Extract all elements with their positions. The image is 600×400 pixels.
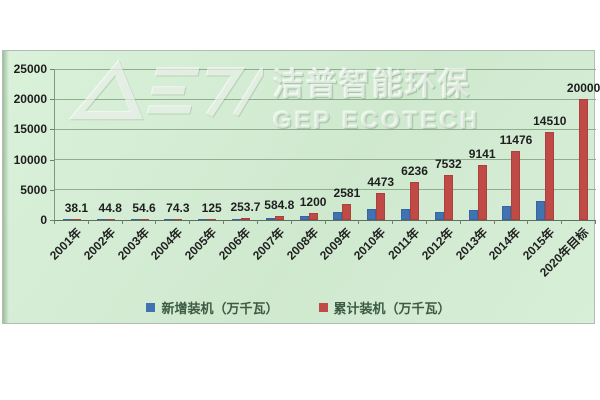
gridline bbox=[55, 128, 596, 130]
bar-new-8 bbox=[333, 211, 343, 220]
x-axis-tick bbox=[155, 220, 157, 224]
legend-swatch-blue bbox=[146, 303, 156, 312]
x-axis-tick bbox=[189, 220, 191, 224]
legend-item-new-installed: 新增装机（万千瓦） bbox=[146, 298, 279, 317]
y-axis-tick-label: 5000 bbox=[20, 182, 47, 197]
gridline bbox=[55, 68, 596, 70]
bar-new-1 bbox=[96, 219, 106, 220]
x-axis-tick bbox=[324, 220, 326, 224]
bar-cumulative-2 bbox=[139, 219, 149, 220]
legend-item-cumulative: 累计装机（万千瓦） bbox=[318, 298, 451, 317]
y-axis-tick-label: 20000 bbox=[13, 92, 47, 107]
y-axis-tick-label: 10000 bbox=[13, 152, 47, 167]
bar-new-9 bbox=[367, 208, 377, 220]
x-axis-tick-label: 2001年 bbox=[46, 225, 85, 263]
x-axis-tick bbox=[256, 220, 258, 224]
bar-cumulative-15 bbox=[579, 99, 589, 220]
bar-cumulative-9 bbox=[376, 192, 386, 220]
legend-label: 新增装机（万千瓦） bbox=[161, 301, 279, 316]
bar-new-5 bbox=[231, 219, 241, 220]
y-axis-tick-label: 25000 bbox=[13, 62, 47, 76]
data-label: 54.6 bbox=[132, 201, 156, 215]
data-label: 2581 bbox=[333, 186, 361, 201]
y-axis-tick bbox=[50, 99, 54, 101]
bar-new-11 bbox=[434, 212, 444, 220]
bar-cumulative-12 bbox=[477, 164, 487, 220]
data-label: 14510 bbox=[533, 114, 567, 129]
bar-cumulative-0 bbox=[71, 219, 81, 220]
bar-new-10 bbox=[401, 209, 411, 220]
x-axis-tick bbox=[595, 220, 596, 224]
bar-new-12 bbox=[468, 210, 478, 220]
legend-label: 累计装机（万千瓦） bbox=[333, 301, 451, 316]
x-axis-tick bbox=[493, 220, 495, 224]
legend-swatch-red bbox=[318, 303, 328, 312]
x-axis-tick bbox=[223, 220, 225, 224]
x-axis-tick bbox=[87, 220, 89, 224]
x-axis-tick bbox=[527, 220, 529, 224]
x-axis-tick bbox=[392, 220, 394, 224]
data-label: 74.3 bbox=[166, 201, 190, 215]
data-label: 44.8 bbox=[98, 201, 122, 215]
y-axis-tick-label: 15000 bbox=[13, 122, 47, 137]
y-axis-tick bbox=[50, 69, 54, 70]
gridline bbox=[55, 98, 596, 100]
y-axis-tick bbox=[50, 220, 54, 221]
y-axis-tick bbox=[50, 129, 54, 131]
x-axis-tick bbox=[290, 220, 292, 224]
legend: 新增装机（万千瓦） 累计装机（万千瓦） bbox=[3, 298, 594, 317]
data-label: 9141 bbox=[468, 146, 496, 161]
bar-cumulative-8 bbox=[342, 204, 352, 220]
bar-cumulative-11 bbox=[443, 174, 453, 220]
bar-new-14 bbox=[536, 201, 546, 220]
x-axis-tick bbox=[561, 220, 563, 224]
x-axis-tick bbox=[358, 220, 360, 224]
data-label: 125 bbox=[201, 201, 222, 215]
bar-cumulative-5 bbox=[240, 218, 250, 220]
y-axis-tick-label: 0 bbox=[40, 213, 47, 227]
chart-panel: 洁普智能环保 GEP ECOTECH 38.1 44.8 54.6 74.3 125 25… bbox=[2, 50, 600, 324]
y-axis-tick bbox=[50, 189, 54, 191]
bar-cumulative-7 bbox=[308, 212, 318, 220]
x-axis-tick bbox=[121, 220, 123, 224]
x-axis-tick bbox=[459, 220, 461, 224]
data-label: 6236 bbox=[401, 164, 428, 179]
bar-cumulative-3 bbox=[173, 219, 183, 220]
bar-new-6 bbox=[265, 218, 275, 220]
bar-cumulative-6 bbox=[274, 216, 284, 220]
bar-new-13 bbox=[502, 205, 512, 220]
bar-cumulative-10 bbox=[410, 182, 420, 220]
bar-new-2 bbox=[130, 219, 140, 220]
bar-cumulative-1 bbox=[105, 219, 115, 220]
y-axis-tick bbox=[50, 159, 54, 161]
data-label: 11476 bbox=[499, 132, 533, 147]
x-axis-tick bbox=[54, 220, 55, 224]
bar-new-4 bbox=[198, 219, 208, 220]
bar-new-0 bbox=[62, 219, 72, 220]
data-label: 253.7 bbox=[230, 200, 261, 215]
data-label: 20000 bbox=[566, 81, 600, 96]
bar-new-3 bbox=[164, 219, 174, 220]
bar-cumulative-13 bbox=[511, 150, 521, 220]
data-label: 38.1 bbox=[64, 201, 89, 215]
x-axis-tick bbox=[425, 220, 427, 224]
bar-new-7 bbox=[299, 216, 309, 220]
data-label: 1200 bbox=[299, 194, 327, 209]
data-label: 4473 bbox=[367, 174, 395, 189]
plot-area: 38.1 44.8 54.6 74.3 125 253.7 584.8 1200 2581 447… bbox=[54, 68, 600, 221]
data-label: 584.8 bbox=[264, 198, 295, 213]
gridline bbox=[55, 159, 596, 161]
bar-cumulative-4 bbox=[207, 219, 217, 220]
bar-cumulative-14 bbox=[545, 132, 555, 220]
data-label: 7532 bbox=[434, 156, 462, 171]
gridline bbox=[55, 189, 596, 191]
